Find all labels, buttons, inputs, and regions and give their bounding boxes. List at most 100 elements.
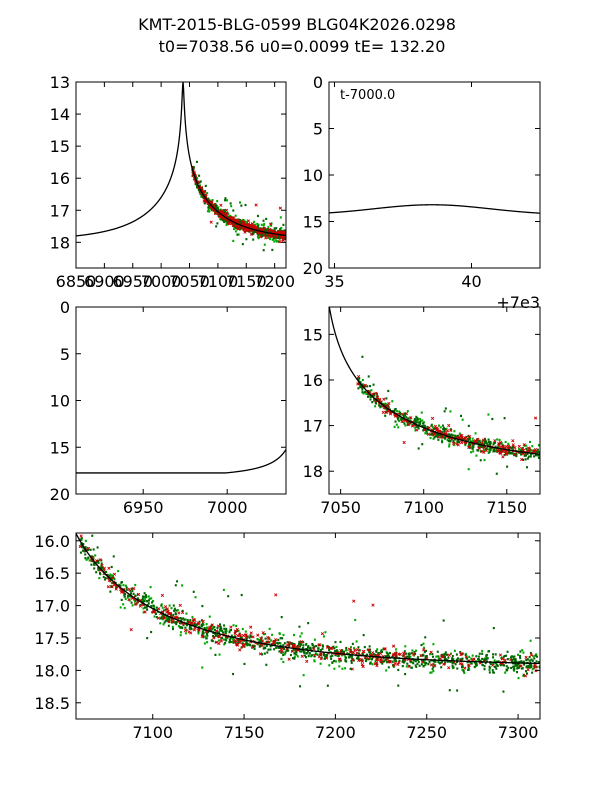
data-point bbox=[359, 657, 363, 662]
data-point bbox=[470, 658, 475, 662]
data-point bbox=[459, 414, 462, 418]
data-point bbox=[224, 197, 227, 200]
data-point bbox=[416, 656, 419, 659]
data-point bbox=[170, 618, 173, 621]
data-point bbox=[382, 397, 386, 401]
data-point bbox=[196, 177, 199, 180]
data-point bbox=[219, 629, 222, 632]
x-tick-label: 6900 bbox=[84, 272, 125, 291]
data-point bbox=[485, 656, 488, 659]
data-point bbox=[161, 614, 164, 617]
data-point bbox=[376, 648, 379, 651]
data-point bbox=[320, 632, 325, 636]
data-point bbox=[166, 611, 171, 615]
data-point bbox=[470, 451, 473, 454]
data-point bbox=[374, 658, 379, 662]
data-point bbox=[510, 655, 513, 658]
data-point bbox=[361, 391, 364, 394]
data-point bbox=[405, 665, 408, 668]
data-point bbox=[256, 235, 259, 238]
data-point bbox=[322, 654, 325, 657]
data-point bbox=[488, 665, 491, 668]
data-point bbox=[278, 646, 281, 649]
data-point bbox=[216, 626, 219, 630]
data-point bbox=[182, 617, 185, 620]
data-point bbox=[113, 577, 116, 580]
data-point bbox=[269, 230, 272, 233]
data-point bbox=[232, 209, 235, 212]
data-point bbox=[476, 441, 479, 444]
data-point bbox=[242, 227, 246, 232]
data-point bbox=[395, 655, 398, 658]
data-point bbox=[202, 199, 206, 203]
data-point bbox=[201, 619, 205, 623]
data-point bbox=[369, 657, 372, 660]
data-point bbox=[198, 174, 201, 177]
data-point bbox=[421, 660, 425, 664]
data-point bbox=[107, 566, 111, 570]
data-point bbox=[481, 438, 485, 442]
data-point bbox=[366, 653, 369, 656]
data-point bbox=[425, 430, 428, 433]
data-point bbox=[523, 663, 526, 666]
y-tick-label: 17 bbox=[303, 417, 323, 436]
data-point bbox=[417, 425, 420, 428]
data-point bbox=[358, 377, 361, 380]
data-point bbox=[485, 442, 488, 445]
data-point bbox=[274, 643, 277, 646]
data-point bbox=[259, 233, 262, 236]
data-point bbox=[228, 631, 231, 634]
data-point bbox=[365, 392, 368, 395]
data-point bbox=[261, 631, 265, 635]
data-point bbox=[378, 404, 381, 407]
data-point bbox=[194, 175, 197, 179]
data-point bbox=[313, 645, 316, 648]
data-point bbox=[404, 424, 407, 427]
data-point bbox=[437, 655, 440, 658]
data-point bbox=[455, 442, 459, 446]
data-point bbox=[205, 623, 208, 626]
data-point bbox=[95, 559, 99, 563]
data-point bbox=[319, 653, 322, 657]
data-point bbox=[340, 654, 343, 657]
data-point bbox=[166, 618, 169, 621]
data-point bbox=[533, 416, 538, 420]
data-point bbox=[495, 472, 498, 475]
data-point bbox=[451, 655, 454, 658]
data-point bbox=[478, 439, 481, 442]
data-point bbox=[172, 613, 175, 617]
data-point bbox=[519, 650, 522, 653]
data-point bbox=[413, 654, 416, 657]
data-point bbox=[431, 667, 434, 670]
data-point bbox=[510, 447, 513, 450]
x-tick-label: 7150 bbox=[486, 498, 527, 517]
data-point bbox=[126, 594, 129, 597]
data-point bbox=[388, 655, 391, 658]
data-point bbox=[431, 652, 434, 656]
data-point bbox=[511, 661, 514, 664]
data-point bbox=[173, 609, 176, 612]
y-tick-label: 13 bbox=[50, 73, 70, 92]
data-point bbox=[219, 639, 223, 643]
data-point bbox=[432, 670, 435, 673]
data-point bbox=[282, 653, 285, 657]
data-point bbox=[485, 657, 488, 661]
data-point bbox=[416, 417, 419, 420]
data-point bbox=[469, 443, 472, 447]
data-point bbox=[468, 441, 471, 445]
data-point bbox=[253, 220, 256, 223]
data-point bbox=[376, 656, 379, 660]
data-point bbox=[501, 444, 504, 447]
data-point bbox=[277, 638, 280, 642]
data-point bbox=[414, 418, 417, 421]
data-point bbox=[430, 424, 433, 427]
data-point bbox=[262, 226, 266, 230]
data-point bbox=[448, 689, 451, 692]
data-point bbox=[404, 414, 407, 417]
data-point bbox=[532, 449, 536, 453]
data-point bbox=[383, 659, 386, 663]
panel-5-frame bbox=[75, 532, 541, 720]
data-point bbox=[524, 454, 527, 457]
data-point bbox=[460, 438, 463, 441]
data-point bbox=[261, 233, 264, 236]
